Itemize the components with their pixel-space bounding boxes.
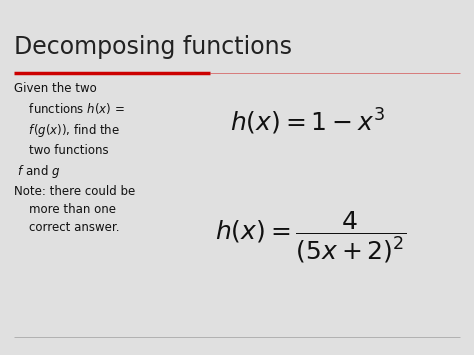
Text: $h(x)=1-x^3$: $h(x)=1-x^3$ xyxy=(230,107,385,137)
Text: Given the two
    functions $h(x)$ =
    $f(g(x))$, find the
    two functions
 : Given the two functions $h(x)$ = $f(g(x)… xyxy=(14,82,135,234)
Text: Decomposing functions: Decomposing functions xyxy=(14,35,292,59)
Text: $h(x)=\dfrac{4}{(5x+2)^2}$: $h(x)=\dfrac{4}{(5x+2)^2}$ xyxy=(215,210,407,265)
